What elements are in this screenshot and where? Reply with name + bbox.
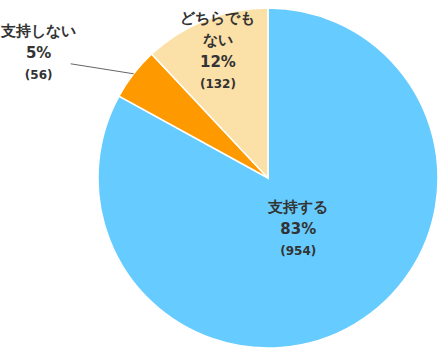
- leader-line: [71, 64, 134, 74]
- value-label: 83%: [280, 220, 316, 238]
- category-label: 支持する: [267, 198, 328, 216]
- slices: [98, 8, 438, 348]
- slice: [152, 8, 268, 178]
- count-label: (56): [25, 68, 53, 82]
- value-label: 12%: [200, 53, 236, 71]
- value-label: 5%: [26, 44, 51, 62]
- slice: [98, 8, 438, 348]
- category-label-line: ない: [203, 31, 233, 49]
- category-label-line: 支持する: [267, 198, 328, 216]
- count-label: (132): [200, 77, 236, 91]
- slice-label: どちらでもない 12% (132): [180, 9, 255, 91]
- slice-label: 支持しない 5% (56): [0, 22, 76, 82]
- slice-label: 支持する 83% (954): [267, 198, 328, 258]
- category-label-line: 支持しない: [0, 22, 76, 40]
- chart: 支持する 83% (954) 支持しない 5% (56) どちらでもない 12% (132): [0, 0, 444, 350]
- category-label-line: どちらでも: [180, 9, 255, 27]
- category-label: 支持しない: [0, 22, 76, 40]
- count-label: (954): [280, 244, 316, 258]
- category-label: どちらでもない: [180, 9, 255, 49]
